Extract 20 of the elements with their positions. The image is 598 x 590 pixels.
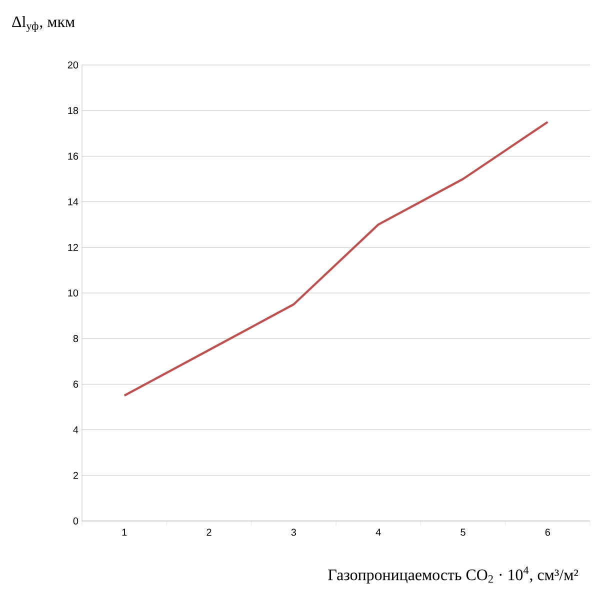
- x-tick-label: 6: [545, 528, 550, 536]
- y-tick-label: 2: [73, 472, 78, 479]
- x-tick-label: 5: [460, 528, 466, 536]
- y-tick-label: 12: [68, 244, 78, 251]
- line-series: [123, 120, 549, 397]
- y-tick-label: 0: [73, 517, 78, 525]
- y-tick-label: 16: [68, 152, 78, 160]
- x-axis-title: Газопроницаемость CO$_{2}$ · 10$^{4}$, см³/м²: [328, 566, 578, 584]
- y-axis-title: Δl$_{уф}$, мкм: [12, 16, 75, 32]
- y-tick-label: 6: [73, 380, 78, 388]
- x-tick-label: 3: [291, 528, 296, 536]
- y-tick-label: 10: [68, 289, 78, 297]
- x-tick-label: 2: [206, 528, 212, 536]
- y-tick-label: 20: [68, 61, 78, 69]
- y-tick-label: 14: [68, 198, 78, 206]
- y-tick-label: 8: [73, 335, 78, 342]
- y-tick-label: 18: [68, 107, 78, 114]
- x-tick-label: 1: [122, 528, 127, 536]
- y-tick-label: 4: [73, 426, 78, 434]
- x-tick-label: 4: [376, 528, 381, 536]
